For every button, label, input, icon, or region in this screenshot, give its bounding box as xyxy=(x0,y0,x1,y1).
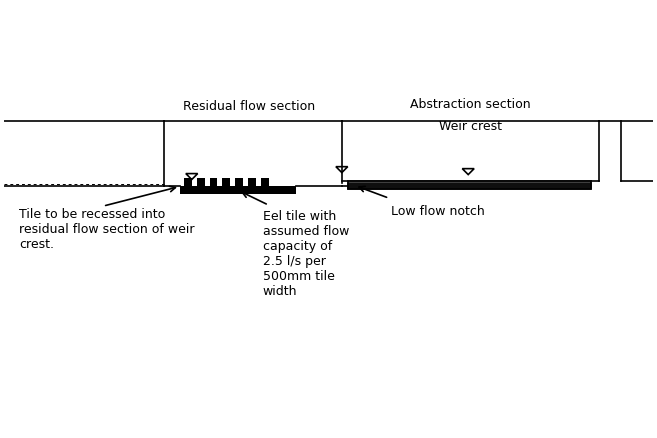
Text: Low flow notch: Low flow notch xyxy=(391,205,485,218)
Text: Tile to be recessed into
residual flow section of weir
crest.: Tile to be recessed into residual flow s… xyxy=(19,208,194,251)
Bar xyxy=(196,177,204,187)
Text: Residual flow section: Residual flow section xyxy=(183,100,315,113)
Bar xyxy=(235,177,243,187)
Bar xyxy=(348,181,591,189)
Text: Abstraction section: Abstraction section xyxy=(410,98,530,111)
Bar xyxy=(261,177,269,187)
Bar xyxy=(222,177,230,187)
Bar xyxy=(180,187,296,194)
Text: Eel tile with
assumed flow
capacity of
2.5 l/s per
500mm tile
width: Eel tile with assumed flow capacity of 2… xyxy=(263,210,350,298)
Bar xyxy=(184,177,192,187)
Bar xyxy=(210,177,217,187)
Text: Weir crest: Weir crest xyxy=(439,120,502,133)
Bar xyxy=(248,177,256,187)
